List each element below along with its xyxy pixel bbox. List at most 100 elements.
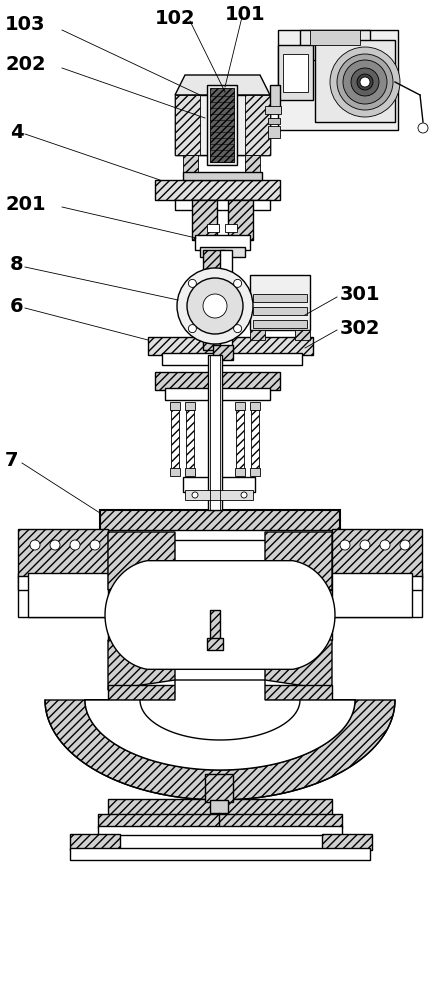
Bar bbox=[100, 510, 340, 532]
Bar bbox=[270, 85, 280, 110]
Bar bbox=[175, 95, 270, 155]
Bar bbox=[175, 95, 270, 155]
Circle shape bbox=[70, 540, 80, 550]
Circle shape bbox=[30, 540, 40, 550]
Circle shape bbox=[192, 492, 198, 498]
Bar bbox=[268, 118, 280, 124]
Bar bbox=[185, 468, 195, 476]
Bar bbox=[170, 402, 180, 410]
Bar bbox=[192, 200, 217, 240]
Bar bbox=[283, 54, 308, 92]
Bar bbox=[253, 294, 307, 302]
Circle shape bbox=[50, 540, 60, 550]
Bar bbox=[28, 573, 108, 617]
Circle shape bbox=[351, 68, 379, 96]
Bar bbox=[171, 410, 179, 470]
Polygon shape bbox=[265, 532, 332, 590]
Circle shape bbox=[418, 123, 428, 133]
Bar bbox=[28, 533, 108, 565]
Circle shape bbox=[360, 540, 370, 550]
Polygon shape bbox=[175, 95, 200, 155]
Bar bbox=[148, 337, 313, 355]
Bar bbox=[253, 320, 307, 328]
Bar bbox=[332, 573, 422, 617]
Circle shape bbox=[188, 325, 196, 333]
Polygon shape bbox=[108, 640, 175, 690]
Circle shape bbox=[234, 325, 242, 333]
Bar bbox=[18, 529, 108, 577]
Bar bbox=[235, 468, 245, 476]
Bar bbox=[155, 180, 280, 200]
Bar bbox=[332, 529, 422, 577]
Bar bbox=[235, 402, 245, 410]
Bar bbox=[185, 490, 253, 500]
Bar bbox=[185, 402, 195, 410]
Polygon shape bbox=[295, 330, 310, 340]
Polygon shape bbox=[105, 561, 335, 669]
Polygon shape bbox=[265, 640, 332, 690]
Bar bbox=[225, 224, 237, 232]
Bar bbox=[332, 533, 412, 565]
Circle shape bbox=[203, 294, 227, 318]
Bar bbox=[203, 250, 225, 350]
Bar bbox=[170, 468, 180, 476]
Bar bbox=[315, 40, 395, 122]
Circle shape bbox=[343, 60, 387, 104]
Bar bbox=[155, 372, 280, 390]
Bar bbox=[220, 250, 232, 350]
Bar bbox=[300, 30, 370, 60]
Circle shape bbox=[241, 492, 247, 498]
Text: 6: 6 bbox=[10, 296, 24, 316]
Bar bbox=[265, 106, 281, 114]
Bar bbox=[98, 814, 342, 828]
Polygon shape bbox=[250, 330, 265, 340]
Circle shape bbox=[400, 540, 410, 550]
Bar bbox=[200, 247, 245, 257]
Bar bbox=[210, 88, 234, 162]
Bar bbox=[70, 834, 120, 850]
Bar bbox=[250, 402, 260, 410]
Bar bbox=[322, 834, 372, 850]
Bar bbox=[165, 388, 270, 400]
Bar bbox=[208, 355, 222, 510]
Circle shape bbox=[360, 77, 370, 87]
Bar bbox=[210, 610, 220, 640]
Bar bbox=[195, 235, 250, 250]
Bar bbox=[18, 576, 108, 590]
Circle shape bbox=[188, 279, 196, 287]
Polygon shape bbox=[85, 680, 355, 770]
Circle shape bbox=[380, 540, 390, 550]
Bar bbox=[207, 224, 219, 232]
Text: 302: 302 bbox=[340, 318, 381, 338]
Bar bbox=[175, 200, 270, 210]
Text: 7: 7 bbox=[5, 450, 18, 470]
Text: 102: 102 bbox=[155, 8, 196, 27]
Polygon shape bbox=[175, 75, 270, 95]
Bar bbox=[98, 826, 342, 835]
Bar bbox=[108, 530, 332, 540]
Bar bbox=[253, 307, 307, 315]
Text: 4: 4 bbox=[10, 122, 24, 141]
Text: 103: 103 bbox=[5, 15, 45, 34]
Polygon shape bbox=[265, 617, 332, 640]
Bar bbox=[228, 200, 253, 240]
Bar bbox=[310, 30, 360, 45]
Text: 202: 202 bbox=[5, 55, 46, 75]
Bar bbox=[332, 573, 412, 617]
Bar bbox=[236, 410, 244, 470]
Circle shape bbox=[357, 74, 373, 90]
Bar bbox=[207, 638, 223, 650]
Circle shape bbox=[337, 54, 393, 110]
Circle shape bbox=[234, 279, 242, 287]
Bar bbox=[207, 85, 237, 165]
Bar bbox=[245, 155, 260, 172]
Bar bbox=[108, 590, 332, 640]
Bar bbox=[183, 155, 198, 172]
Bar bbox=[250, 468, 260, 476]
Bar bbox=[183, 172, 262, 180]
Bar bbox=[250, 275, 310, 330]
Bar bbox=[210, 800, 228, 813]
Bar bbox=[332, 576, 422, 590]
Bar bbox=[251, 410, 259, 470]
Polygon shape bbox=[45, 700, 395, 800]
